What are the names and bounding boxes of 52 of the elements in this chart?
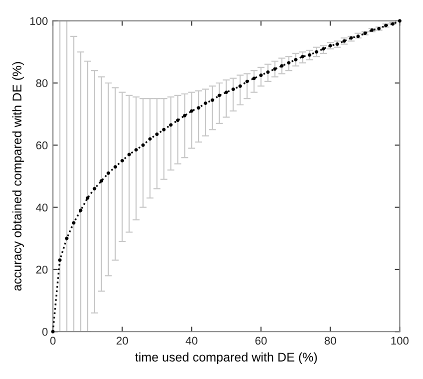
point <box>155 132 159 136</box>
point <box>218 94 222 98</box>
point <box>259 73 263 77</box>
point <box>238 84 242 88</box>
point <box>120 158 124 162</box>
point <box>58 258 62 262</box>
point <box>127 152 131 156</box>
point <box>252 76 256 80</box>
y-tick-label: 100 <box>30 17 48 25</box>
x-tick-label: 0 <box>50 336 56 345</box>
x-axis-title: time used compared with DE (%) <box>135 352 317 364</box>
x-tick-label: 100 <box>391 336 409 345</box>
point <box>224 90 228 94</box>
x-tick-label: 80 <box>324 336 336 345</box>
point <box>232 87 235 91</box>
point <box>308 53 312 57</box>
point <box>196 106 200 110</box>
point <box>100 179 104 183</box>
point <box>204 101 208 105</box>
point <box>182 114 186 118</box>
y-tick-label: 40 <box>36 204 48 212</box>
point <box>114 165 118 169</box>
point <box>210 98 214 102</box>
point <box>134 148 138 152</box>
point <box>245 80 249 84</box>
point <box>190 109 194 113</box>
x-tick-label: 40 <box>186 336 198 345</box>
x-tick-label: 60 <box>255 336 267 345</box>
point <box>65 236 68 240</box>
point <box>273 67 277 71</box>
point <box>266 70 270 74</box>
point <box>141 143 145 147</box>
point <box>314 50 318 54</box>
point <box>169 123 173 127</box>
point <box>72 221 76 225</box>
point <box>78 208 82 212</box>
point <box>287 61 290 65</box>
point <box>92 186 96 190</box>
point <box>148 137 152 141</box>
point <box>86 196 90 200</box>
x-tick-label: 20 <box>116 336 128 345</box>
point <box>294 58 298 62</box>
point <box>300 54 304 58</box>
y-axis-title: accuracy obtained compared with DE (%) <box>12 62 24 291</box>
y-tick-label: 0 <box>42 328 48 336</box>
point <box>162 128 166 132</box>
point <box>176 118 180 122</box>
y-tick-label: 20 <box>36 266 48 274</box>
y-tick-label: 80 <box>36 79 48 88</box>
y-tick-label: 60 <box>36 141 48 150</box>
point <box>280 64 284 68</box>
point <box>106 171 110 175</box>
